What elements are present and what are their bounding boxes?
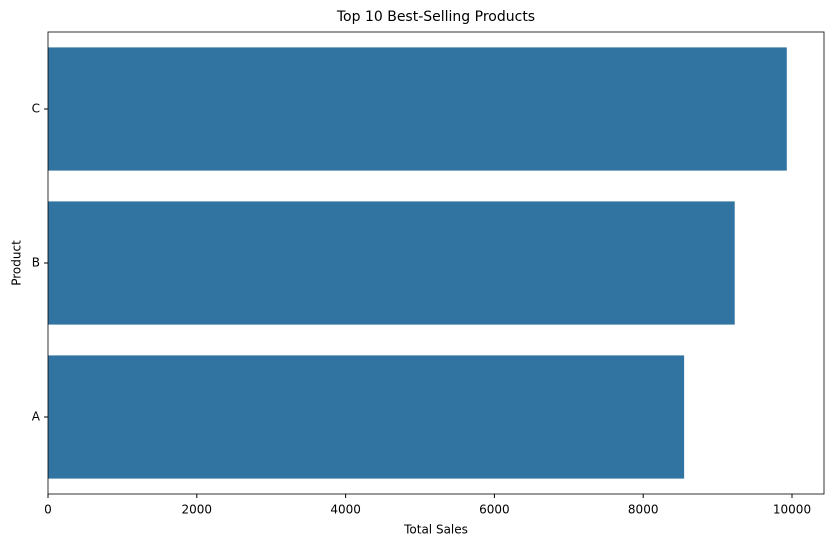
y-tick-label: A [32,410,41,424]
x-tick-label: 0 [44,503,52,517]
y-axis-label: Product [10,240,24,286]
y-tick-label: C [32,102,40,116]
x-tick-label: 2000 [182,503,213,517]
y-tick-label: B [32,256,40,270]
x-tick-label: 8000 [628,503,659,517]
x-tick-label: 10000 [773,503,811,517]
x-tick-label: 4000 [330,503,361,517]
x-tick-label: 6000 [479,503,510,517]
x-axis-label: Total Sales [403,523,468,537]
bar [48,47,787,171]
bar [48,201,735,325]
plot-frame [47,31,825,495]
bar [48,355,685,479]
chart-title: Top 10 Best-Selling Products [336,9,535,25]
